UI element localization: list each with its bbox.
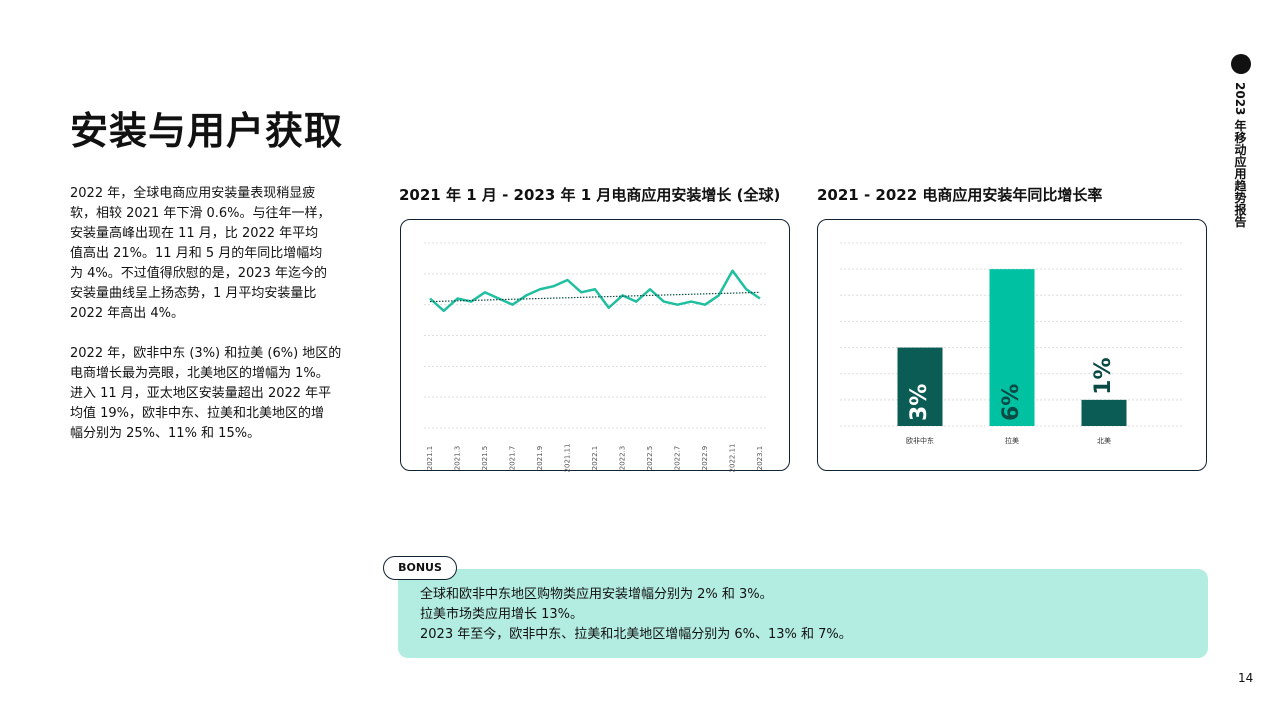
bonus-box [398, 569, 1208, 658]
trendline [429, 291, 761, 303]
text-line: 软，相较 2021 年下滑 0.6%。与往年一样， [70, 206, 331, 221]
text-line: 安装量曲线呈上扬态势，1 月平均安装量比 [70, 286, 317, 301]
value-label: 3% [907, 384, 932, 421]
paragraph: 2022 年，全球电商应用安装量表现稍显疲 软，相较 2021 年下滑 0.6%。… [70, 184, 360, 324]
x-tick-label: 2021.5 [481, 446, 489, 471]
x-tick-label: 2022.5 [646, 446, 654, 471]
x-tick-label: 2022.1 [591, 446, 599, 471]
x-tick-label: 2021.1 [426, 446, 434, 471]
text-line: 2023 年至今，欧非中东、拉美和北美地区增幅分别为 6%、13% 和 7%。 [420, 627, 852, 642]
text-line: 进入 11 月，亚太地区安装量超出 2022 年平 [70, 386, 332, 401]
side-label: 2023 年移动应用趋势报告 [1233, 82, 1247, 228]
x-tick-label: 拉美 [1005, 436, 1019, 445]
text-line: 安装量高峰出现在 11 月，比 2022 年平均 [70, 226, 319, 241]
x-tick-label: 北美 [1097, 436, 1111, 445]
page-title: 安装与用户获取 [70, 109, 344, 153]
logo [1231, 54, 1251, 74]
x-tick-label: 2023.1 [756, 446, 764, 471]
paragraph: 2022 年，欧非中东 (3%) 和拉美 (6%) 地区的 电商增长最为亮眼，北美… [70, 344, 360, 444]
text-line: 为 4%。不过值得欣慰的是，2023 年迄今的 [70, 266, 327, 281]
x-tick-label: 2022.9 [701, 446, 709, 471]
text-line: 2022 年，欧非中东 (3%) 和拉美 (6%) 地区的 [70, 346, 342, 361]
line-series [429, 269, 761, 313]
bar [989, 269, 1035, 426]
line-chart-frame [400, 219, 790, 471]
bonus-tag: BONUS [383, 556, 457, 580]
body-text: 2022 年，全球电商应用安装量表现稍显疲 软，相较 2021 年下滑 0.6%。… [70, 184, 360, 464]
page-number: 14 [1238, 671, 1254, 685]
text-line: 幅分别为 25%、11% 和 15%。 [70, 426, 261, 441]
value-label: 1% [1091, 357, 1116, 394]
x-tick-label: 2022.7 [674, 446, 682, 471]
text-line: 全球和欧非中东地区购物类应用安装增幅分别为 2% 和 3%。 [420, 587, 773, 602]
text-line: 值高出 21%。11 月和 5 月的年同比增幅均 [70, 246, 323, 261]
value-label: 6% [999, 384, 1024, 421]
bonus-text: 全球和欧非中东地区购物类应用安装增幅分别为 2% 和 3%。 拉美市场类应用增长 … [420, 585, 852, 645]
bar-chart-frame [817, 219, 1207, 471]
x-tick-label: 欧非中东 [906, 436, 934, 445]
bar [897, 347, 943, 426]
text-line: 均值 19%，欧非中东、拉美和北美地区的增 [70, 406, 325, 421]
chart-title: 2021 年 1 月 - 2023 年 1 月电商应用安装增长 (全球) [399, 186, 781, 204]
x-tick-label: 2021.9 [536, 446, 544, 471]
chart-title: 2021 - 2022 电商应用安装年同比增长率 [817, 186, 1103, 204]
text-line: 2022 年高出 4%。 [70, 306, 184, 321]
text-line: 拉美市场类应用增长 13%。 [420, 607, 584, 622]
bar [1081, 399, 1127, 426]
text-line: 2022 年，全球电商应用安装量表现稍显疲 [70, 186, 316, 201]
x-tick-label: 2021.7 [509, 446, 517, 471]
x-tick-label: 2021.11 [564, 444, 572, 473]
x-tick-label: 2022.3 [619, 446, 627, 471]
text-line: 电商增长最为亮眼，北美地区的增幅为 1%。 [70, 366, 329, 381]
x-tick-label: 2021.3 [454, 446, 462, 471]
x-tick-label: 2022.11 [729, 444, 737, 473]
